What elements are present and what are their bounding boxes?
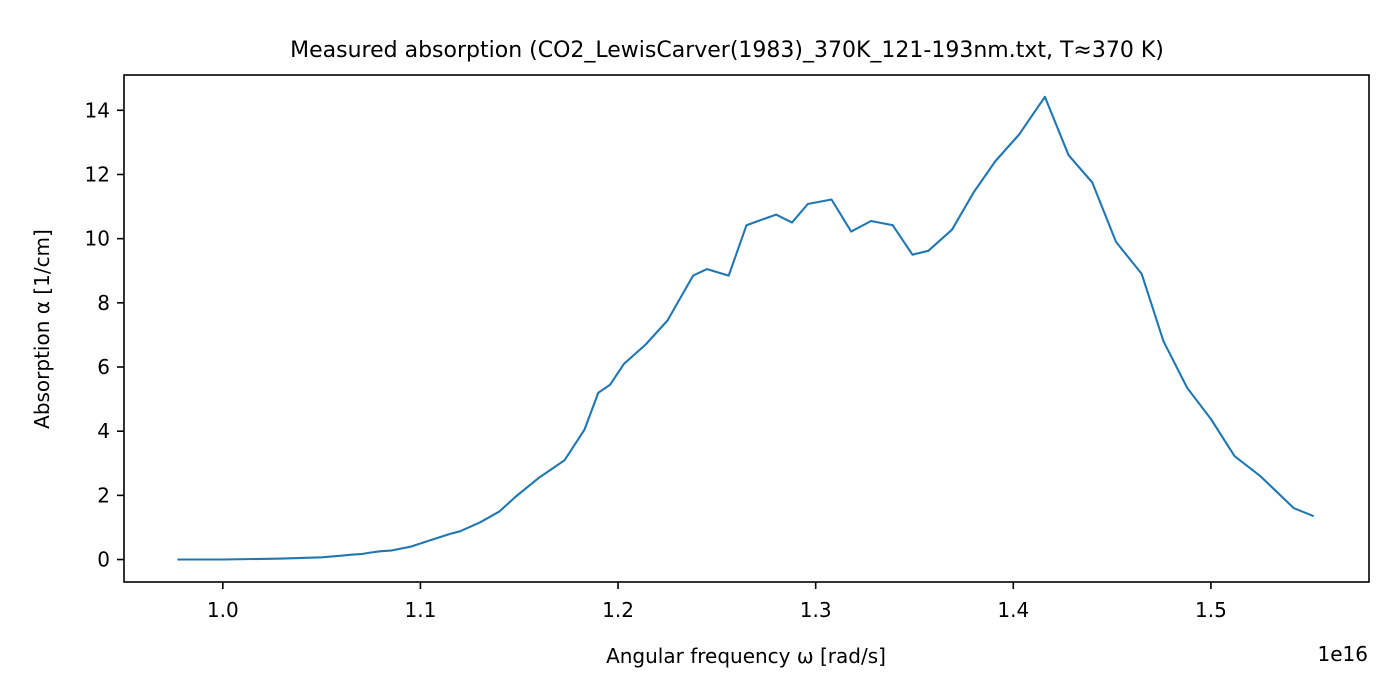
plot-area [177, 95, 1315, 561]
x-axis-label: Angular frequency ω [rad/s] [606, 644, 886, 668]
x-tick-label: 1.3 [800, 598, 832, 622]
x-tick-label: 1.2 [602, 598, 634, 622]
y-tick-label: 4 [97, 419, 110, 443]
x-tick-label: 1.0 [207, 598, 239, 622]
y-tick-label: 10 [85, 227, 110, 251]
chart-title: Measured absorption (CO2_LewisCarver(198… [290, 38, 1164, 63]
y-tick-label: 6 [97, 355, 110, 379]
y-tick-label: 2 [97, 483, 110, 507]
x-axis-ticks: 1.0 1.1 1.2 1.3 1.4 1.5 [207, 582, 1227, 622]
x-tick-label: 1.4 [997, 598, 1029, 622]
axes-frame [123, 74, 1370, 583]
y-axis-ticks: 0 2 4 6 8 10 12 14 [85, 98, 124, 572]
x-tick-label: 1.1 [405, 598, 437, 622]
y-tick-label: 12 [85, 162, 110, 186]
series-line-0 [177, 95, 1315, 561]
y-tick-label: 14 [85, 98, 110, 122]
y-tick-label: 0 [97, 548, 110, 572]
x-axis-offset-text: 1e16 [1318, 642, 1368, 666]
y-axis-label: Absorption α [1/cm] [30, 229, 54, 429]
x-tick-label: 1.5 [1195, 598, 1227, 622]
y-tick-label: 8 [97, 291, 110, 315]
